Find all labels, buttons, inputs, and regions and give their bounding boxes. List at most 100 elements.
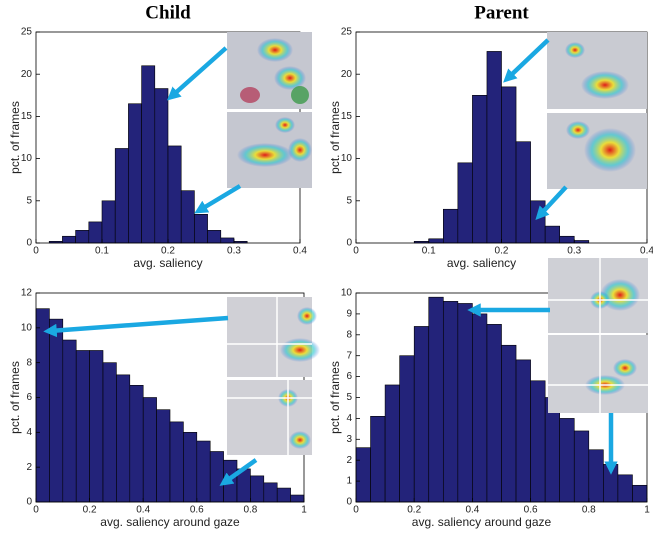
x-tick-label: 0.4 [640,246,653,257]
bar [458,303,473,502]
x-tick-label: 0 [33,505,39,516]
y-tick-label: 6 [26,392,32,403]
bar [76,350,89,502]
bar [76,230,89,243]
y-tick-label: 3 [346,434,352,445]
bar [487,324,502,502]
bar [472,95,487,243]
y-axis-label: pct. of frames [328,101,342,174]
bar [560,236,575,243]
bar [531,381,546,502]
x-tick-label: 0.2 [161,246,175,257]
chart-title: Parent [474,2,529,23]
bar [63,340,76,502]
bar [210,451,223,502]
y-tick-label: 2 [346,455,352,466]
bar [545,398,560,503]
x-tick-label: 0.8 [582,505,596,516]
chart-title: Child [145,2,191,23]
bar [170,422,183,502]
y-tick-label: 9 [346,309,352,320]
x-tick-label: 0.2 [83,505,97,516]
bar [603,464,618,502]
bar [90,350,103,502]
y-tick-label: 5 [26,195,32,206]
bar [142,66,155,243]
x-tick-label: 0.1 [422,246,436,257]
bar [458,163,473,243]
y-tick-label: 15 [21,111,33,122]
bar [103,363,116,502]
bar [545,226,560,243]
x-tick-label: 0.4 [465,505,479,516]
bar [443,209,458,243]
y-tick-label: 8 [26,357,32,368]
x-tick-label: 0.1 [95,246,109,257]
y-tick-label: 25 [21,27,33,38]
bar [49,319,62,502]
x-axis-label: avg. saliency around gaze [412,515,552,529]
x-tick-label: 0.8 [243,505,257,516]
x-tick-label: 0 [33,246,39,257]
bar [221,238,234,243]
figure: Child00.10.20.30.40510152025avg. salienc… [0,0,653,533]
y-tick-label: 10 [21,153,33,164]
y-tick-label: 5 [346,195,352,206]
bar [429,297,444,502]
y-axis-label: pct. of frames [8,101,22,174]
y-axis-label: pct. of frames [8,361,22,434]
y-tick-label: 10 [341,288,353,299]
bar [618,475,633,502]
bar [472,314,487,502]
bar [429,239,444,243]
y-tick-label: 12 [21,288,33,299]
bar [356,448,371,502]
bar [157,410,170,502]
bar [400,356,415,502]
x-tick-label: 0.3 [227,246,241,257]
x-tick-label: 0.3 [567,246,581,257]
y-tick-label: 10 [21,322,33,333]
y-tick-label: 20 [21,69,33,80]
bar [502,87,517,243]
x-tick-label: 1 [644,505,650,516]
y-tick-label: 10 [341,153,353,164]
bar [560,418,575,502]
x-tick-label: 0.6 [524,505,538,516]
y-tick-label: 4 [346,413,352,424]
bar [385,385,400,502]
bar [531,201,546,243]
x-tick-label: 0.2 [495,246,509,257]
bar [102,201,115,243]
y-tick-label: 1 [346,476,352,487]
bar [443,301,458,502]
bar [208,230,221,243]
bar [250,476,263,502]
y-tick-label: 25 [341,27,353,38]
bar [168,146,181,243]
bar [589,450,604,502]
x-tick-label: 0.4 [293,246,307,257]
bar [89,222,102,243]
y-axis-label: pct. of frames [328,361,342,434]
y-tick-label: 6 [346,371,352,382]
bar [130,385,143,502]
x-axis-label: avg. saliency [447,256,516,270]
y-tick-label: 0 [26,238,32,249]
bar [194,214,207,243]
bar [183,432,196,502]
x-tick-label: 1 [301,505,307,516]
x-tick-label: 0 [353,505,359,516]
bar [502,345,517,502]
x-tick-label: 0.2 [407,505,421,516]
x-tick-label: 0 [353,246,359,257]
bar [62,236,75,243]
x-tick-label: 0.4 [136,505,150,516]
bar [574,431,589,502]
bar [143,398,156,503]
bar [155,89,168,243]
y-tick-label: 0 [346,238,352,249]
bar [128,104,141,243]
y-tick-label: 8 [346,329,352,340]
y-tick-label: 7 [346,350,352,361]
